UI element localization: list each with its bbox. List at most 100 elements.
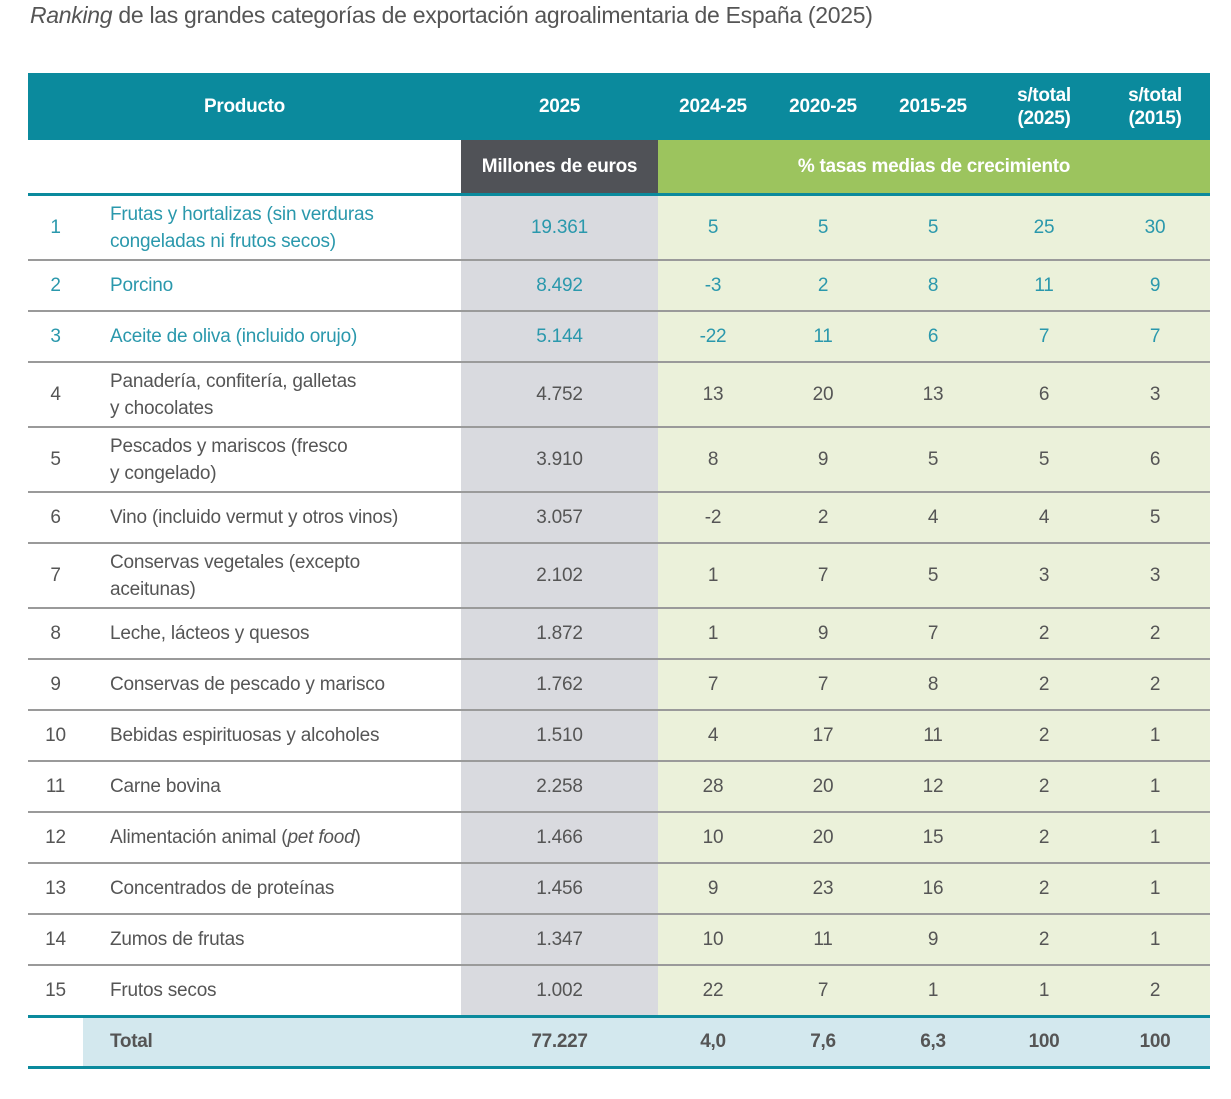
units-blank	[28, 140, 461, 196]
growth-2024-25-cell: 5	[658, 194, 768, 261]
units-growth: % tasas medias de crecimiento	[658, 140, 1210, 196]
share-2025-cell: 5	[988, 427, 1100, 493]
product-cell: Panadería, confitería, galletas y chocol…	[83, 362, 461, 428]
table-row: 13 Concentrados de proteínas 1.456 9 23 16 2 1	[28, 863, 1210, 915]
growth-2015-25-cell: 5	[878, 194, 988, 261]
share-2015-cell: 2	[1100, 608, 1210, 660]
growth-2015-25-cell: 5	[878, 543, 988, 609]
growth-2015-25-cell: 7	[878, 608, 988, 660]
growth-2015-25-cell: 16	[878, 863, 988, 915]
header-2024-25: 2024-25	[658, 73, 768, 140]
share-2025-cell: 2	[988, 761, 1100, 813]
table-row: 7 Conservas vegetales (excepto aceitunas)…	[28, 543, 1210, 609]
product-cell: Leche, lácteos y quesos	[83, 608, 461, 660]
value-cell: 1.510	[461, 710, 658, 762]
value-cell: 8.492	[461, 260, 658, 312]
header-producto: Producto	[28, 73, 461, 140]
header-2020-25: 2020-25	[768, 73, 878, 140]
share-2025-cell: 4	[988, 492, 1100, 544]
total-row: Total 77.227 4,0 7,6 6,3 100 100	[28, 1015, 1210, 1069]
value-cell: 1.456	[461, 863, 658, 915]
growth-2020-25-cell: 5	[768, 194, 878, 261]
product-cell: Vino (incluido vermut y otros vinos)	[83, 492, 461, 544]
share-2025-cell: 1	[988, 965, 1100, 1017]
product-text-part: )	[354, 827, 361, 848]
growth-2020-25-cell: 11	[768, 311, 878, 363]
growth-2015-25-cell: 15	[878, 812, 988, 864]
rank-cell: 6	[28, 492, 83, 544]
header-row: Producto 2025 2024-25 2020-25 2015-25 s/…	[28, 73, 1210, 140]
growth-2024-25-cell: 1	[658, 543, 768, 609]
rank-cell: 7	[28, 543, 83, 609]
value-cell: 3.910	[461, 427, 658, 493]
table-row: 6 Vino (incluido vermut y otros vinos) 3.0…	[28, 492, 1210, 544]
growth-2024-25-cell: -3	[658, 260, 768, 312]
share-2025-cell: 2	[988, 608, 1100, 660]
table-row: 5 Pescados y mariscos (fresco y congelado…	[28, 427, 1210, 493]
rank-cell: 9	[28, 659, 83, 711]
export-ranking-table: Producto 2025 2024-25 2020-25 2015-25 s/…	[28, 73, 1210, 1069]
rank-cell: 11	[28, 761, 83, 813]
share-2025-cell: 2	[988, 914, 1100, 966]
product-cell: Conservas de pescado y marisco	[83, 659, 461, 711]
growth-2024-25-cell: 1	[658, 608, 768, 660]
total-g2: 7,6	[768, 1015, 878, 1069]
table-row: 12 Alimentación animal (pet food) 1.466 10 2…	[28, 812, 1210, 864]
total-label: Total	[83, 1015, 461, 1069]
total-value: 77.227	[461, 1015, 658, 1069]
growth-2020-25-cell: 9	[768, 608, 878, 660]
header-share-2025: s/total (2025)	[988, 73, 1100, 140]
rank-cell: 1	[28, 194, 83, 261]
share-2015-cell: 1	[1100, 914, 1210, 966]
share-2015-cell: 2	[1100, 965, 1210, 1017]
growth-2020-25-cell: 11	[768, 914, 878, 966]
growth-2015-25-cell: 9	[878, 914, 988, 966]
growth-2020-25-cell: 7	[768, 659, 878, 711]
rank-cell: 14	[28, 914, 83, 966]
share-2025-cell: 7	[988, 311, 1100, 363]
share-2015-cell: 3	[1100, 362, 1210, 428]
growth-2020-25-cell: 20	[768, 761, 878, 813]
growth-2015-25-cell: 13	[878, 362, 988, 428]
growth-2015-25-cell: 11	[878, 710, 988, 762]
share-2015-cell: 1	[1100, 812, 1210, 864]
product-cell: Bebidas espirituosas y alcoholes	[83, 710, 461, 762]
units-value: Millones de euros	[461, 140, 658, 196]
share-2015-cell: 1	[1100, 863, 1210, 915]
growth-2020-25-cell: 7	[768, 543, 878, 609]
value-cell: 1.872	[461, 608, 658, 660]
product-cell: Carne bovina	[83, 761, 461, 813]
table-row: 14 Zumos de frutas 1.347 10 11 9 2 1	[28, 914, 1210, 966]
product-cell: Porcino	[83, 260, 461, 312]
value-cell: 2.102	[461, 543, 658, 609]
value-cell: 1.762	[461, 659, 658, 711]
growth-2015-25-cell: 8	[878, 659, 988, 711]
growth-2024-25-cell: 22	[658, 965, 768, 1017]
growth-2020-25-cell: 9	[768, 427, 878, 493]
growth-2024-25-cell: -22	[658, 311, 768, 363]
growth-2020-25-cell: 17	[768, 710, 878, 762]
table-row: 11 Carne bovina 2.258 28 20 12 2 1	[28, 761, 1210, 813]
table-row: 10 Bebidas espirituosas y alcoholes 1.510 4…	[28, 710, 1210, 762]
value-cell: 4.752	[461, 362, 658, 428]
share-2015-cell: 2	[1100, 659, 1210, 711]
share-2015-cell: 5	[1100, 492, 1210, 544]
share-2025-cell: 25	[988, 194, 1100, 261]
total-s2015: 100	[1100, 1015, 1210, 1069]
rank-cell: 2	[28, 260, 83, 312]
value-cell: 3.057	[461, 492, 658, 544]
growth-2024-25-cell: 4	[658, 710, 768, 762]
value-cell: 1.466	[461, 812, 658, 864]
growth-2024-25-cell: 10	[658, 812, 768, 864]
total-s2025: 100	[988, 1015, 1100, 1069]
table-row: 8 Leche, lácteos y quesos 1.872 1 9 7 2 2	[28, 608, 1210, 660]
value-cell: 1.347	[461, 914, 658, 966]
growth-2024-25-cell: 13	[658, 362, 768, 428]
value-cell: 1.002	[461, 965, 658, 1017]
growth-2024-25-cell: -2	[658, 492, 768, 544]
growth-2015-25-cell: 6	[878, 311, 988, 363]
growth-2024-25-cell: 7	[658, 659, 768, 711]
growth-2024-25-cell: 28	[658, 761, 768, 813]
growth-2020-25-cell: 20	[768, 362, 878, 428]
table-row: 3 Aceite de oliva (incluido orujo) 5.144 -2…	[28, 311, 1210, 363]
